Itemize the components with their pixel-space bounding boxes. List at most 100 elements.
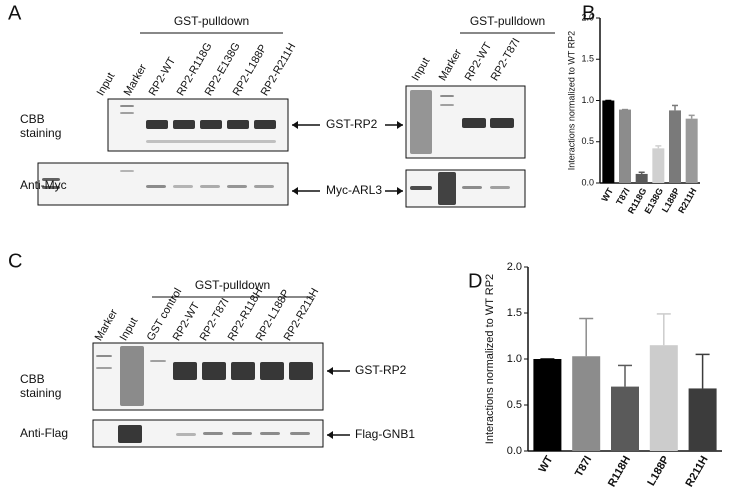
x-tick-label: WT: [537, 454, 556, 475]
y-tick-label: 2.0: [507, 261, 522, 273]
band: [176, 433, 196, 436]
x-tick-label: T87I: [573, 454, 594, 479]
target-label: Flag-GNB1: [355, 427, 415, 441]
band: [173, 120, 195, 129]
y-tick-label: 1.5: [581, 54, 594, 64]
panel-letter: A: [8, 2, 22, 24]
pulldown-header: GST-pulldown: [195, 278, 270, 292]
band: [203, 432, 223, 435]
band: [490, 186, 510, 189]
band: [120, 346, 144, 406]
band: [96, 355, 112, 357]
band: [120, 105, 134, 107]
band: [120, 112, 134, 114]
panel-letter: B: [582, 2, 595, 24]
band: [440, 95, 454, 97]
lane-label: RP2-WT: [147, 55, 179, 98]
band: [410, 90, 432, 154]
band: [231, 362, 255, 380]
bar: [652, 148, 665, 183]
lane-label: Input: [118, 316, 141, 343]
bar: [611, 386, 639, 451]
pulldown-header: GST-pulldown: [470, 14, 545, 28]
lane-label: Marker: [93, 307, 121, 343]
band: [173, 185, 193, 188]
band: [438, 172, 456, 205]
panel-letter: C: [8, 250, 22, 272]
row-label: staining: [20, 386, 61, 400]
band: [440, 104, 454, 106]
bar: [533, 359, 562, 451]
band: [254, 120, 276, 129]
blot: [37, 162, 289, 206]
arrow-head: [292, 121, 298, 129]
row-label: Anti-Myc: [20, 178, 67, 192]
x-tick-label: WT: [599, 186, 615, 204]
target-label: Myc-ARL3: [326, 183, 382, 197]
band: [150, 360, 166, 362]
y-tick-label: 1.0: [581, 95, 594, 105]
y-tick-label: 0.0: [507, 445, 522, 457]
y-tick-label: 0.0: [581, 177, 594, 187]
panel-letter: D: [468, 270, 482, 292]
target-label: GST-RP2: [326, 117, 378, 131]
arrow-head: [292, 187, 298, 195]
x-tick-label: R118H: [606, 454, 633, 489]
band: [42, 178, 60, 181]
band: [490, 118, 514, 128]
band: [146, 185, 166, 188]
row-label: CBB: [20, 372, 45, 386]
band: [289, 362, 313, 380]
arrow-head: [397, 121, 403, 129]
band: [260, 362, 284, 380]
bar: [602, 100, 615, 183]
pulldown-header: GST-pulldown: [174, 14, 249, 28]
bar: [649, 345, 678, 451]
y-tick-label: 0.5: [581, 136, 594, 146]
bar: [685, 118, 698, 183]
band: [42, 186, 60, 189]
band: [146, 140, 276, 143]
lane-label: Input: [410, 56, 433, 83]
band: [118, 425, 142, 443]
bar: [572, 356, 601, 451]
band: [462, 186, 482, 189]
target-label: GST-RP2: [355, 363, 407, 377]
arrow-head: [397, 187, 403, 195]
x-tick-label: L188P: [645, 454, 672, 488]
band: [96, 367, 112, 369]
band: [290, 432, 310, 435]
band: [232, 432, 252, 435]
band: [120, 170, 134, 172]
bar: [669, 110, 681, 183]
band: [173, 362, 197, 380]
bar: [635, 173, 648, 183]
band: [410, 186, 432, 190]
band: [200, 120, 222, 129]
x-tick-label: R211H: [684, 454, 711, 489]
band: [146, 120, 168, 129]
y-axis-label: Interactions normalized to WT RP2: [566, 31, 576, 170]
band: [462, 118, 486, 128]
lane-label: Marker: [122, 62, 150, 98]
y-tick-label: 1.0: [507, 353, 522, 365]
y-tick-label: 2.0: [581, 12, 594, 22]
row-label: staining: [20, 126, 61, 140]
arrow-head: [327, 367, 333, 375]
band: [254, 185, 274, 188]
lane-label: RP2-T87I: [489, 36, 523, 83]
row-label: CBB: [20, 112, 45, 126]
y-axis-label: Interactions normalized to WT RP2: [484, 274, 496, 444]
arrow-head: [327, 431, 333, 439]
band: [202, 362, 226, 380]
band: [227, 120, 249, 129]
bar: [688, 388, 717, 451]
y-tick-label: 1.5: [507, 307, 522, 319]
y-tick-label: 0.5: [507, 399, 522, 411]
lane-label: Input: [95, 71, 118, 98]
lane-label: Marker: [437, 47, 465, 83]
bar: [619, 109, 631, 183]
row-label: Anti-Flag: [20, 426, 68, 440]
band: [227, 185, 247, 188]
